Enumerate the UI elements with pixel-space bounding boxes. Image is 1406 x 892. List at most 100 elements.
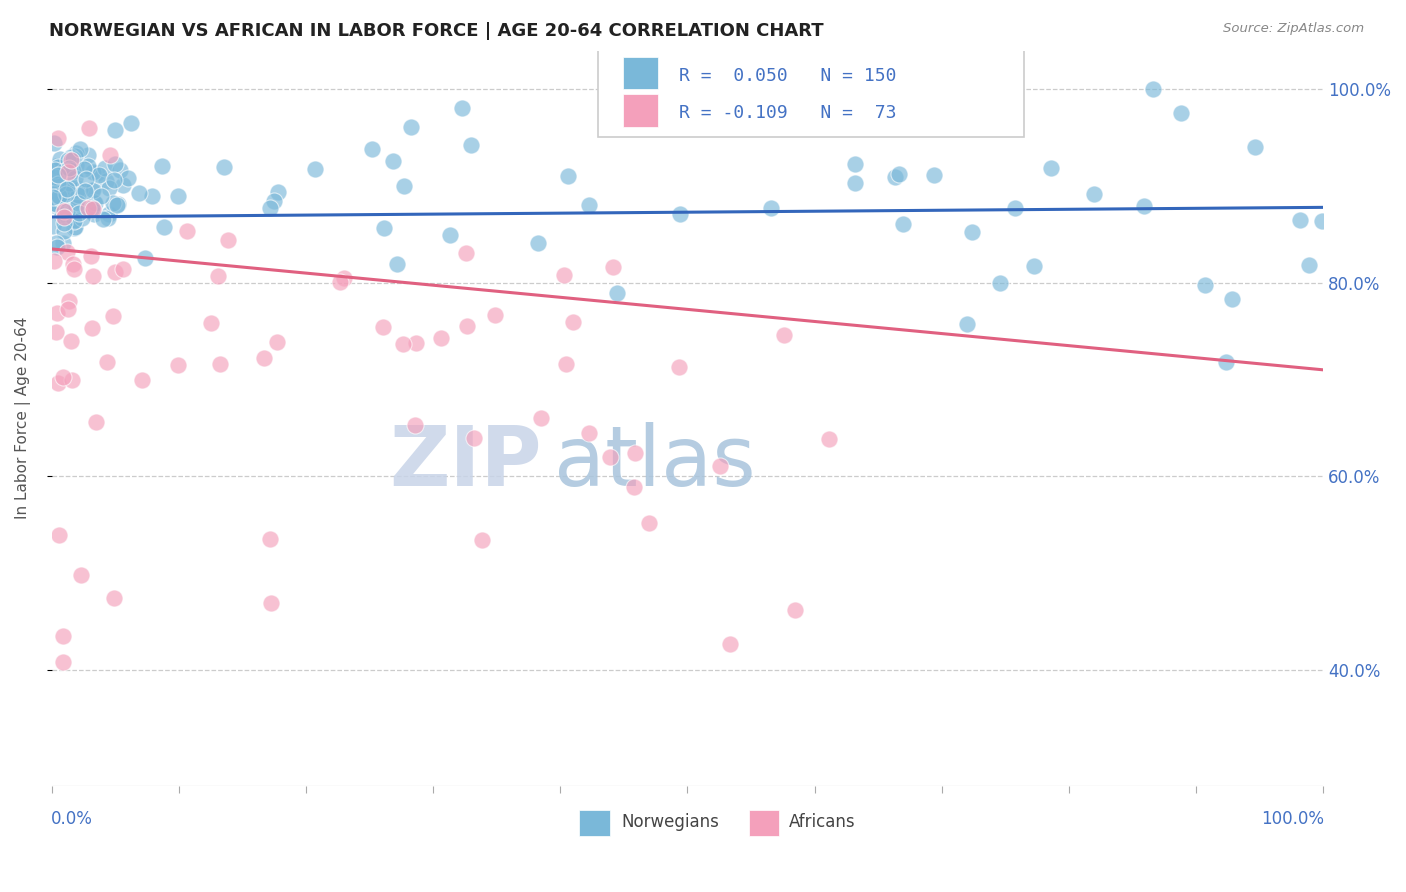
Point <box>884 169 907 184</box>
Point <box>131 373 153 387</box>
Point <box>69 181 91 195</box>
Point <box>51 208 73 222</box>
Text: R =  0.050   N = 150: R = 0.050 N = 150 <box>679 67 896 85</box>
Point <box>45 197 67 211</box>
Point <box>53 211 76 225</box>
Point <box>561 314 583 328</box>
Point <box>80 202 103 216</box>
Text: R = -0.109   N =  73: R = -0.109 N = 73 <box>679 104 896 122</box>
Point <box>1298 258 1320 272</box>
Point <box>53 181 76 195</box>
Point <box>553 268 575 283</box>
Point <box>98 207 121 221</box>
Point <box>62 152 84 166</box>
Point <box>955 317 977 331</box>
Point <box>818 432 841 446</box>
Point <box>58 161 80 176</box>
Point <box>44 169 66 184</box>
Point <box>209 358 232 372</box>
FancyBboxPatch shape <box>599 50 1025 136</box>
Text: 100.0%: 100.0% <box>1261 810 1324 828</box>
Point <box>266 334 288 349</box>
Point <box>200 316 222 330</box>
Point <box>329 275 352 289</box>
Point <box>82 202 104 217</box>
Point <box>67 187 90 202</box>
Point <box>46 131 69 145</box>
Point <box>111 178 134 193</box>
Point <box>46 306 69 320</box>
Point <box>844 157 866 171</box>
Point <box>887 167 910 181</box>
Point <box>554 357 576 371</box>
Text: 0.0%: 0.0% <box>51 810 93 828</box>
Point <box>1215 355 1237 369</box>
Point <box>42 219 65 233</box>
Point <box>46 168 69 182</box>
Point <box>638 516 661 530</box>
Point <box>599 450 621 464</box>
Point <box>96 355 118 369</box>
Point <box>75 171 97 186</box>
Point <box>80 321 103 335</box>
Point <box>73 185 96 199</box>
Point <box>988 276 1011 290</box>
Point <box>405 336 427 351</box>
Point <box>167 358 190 372</box>
Point <box>67 196 90 211</box>
Point <box>382 153 405 168</box>
Point <box>56 244 79 259</box>
Point <box>77 148 100 162</box>
Point <box>107 196 129 211</box>
Point <box>52 203 75 218</box>
Point <box>63 213 86 227</box>
Point <box>70 211 93 225</box>
Point <box>361 142 384 156</box>
Point <box>55 185 77 199</box>
Point <box>87 168 110 182</box>
Point <box>82 184 104 198</box>
Point <box>333 271 356 285</box>
Point <box>66 183 89 197</box>
Text: ZIP: ZIP <box>389 422 541 503</box>
Point <box>60 153 83 167</box>
Point <box>207 269 229 284</box>
Point <box>1288 212 1310 227</box>
Point <box>41 195 63 210</box>
Point <box>117 170 139 185</box>
Point <box>59 180 82 194</box>
Point <box>471 533 494 547</box>
Point <box>82 164 104 178</box>
Point <box>55 186 77 201</box>
Point <box>58 176 80 190</box>
Point <box>49 193 72 207</box>
Point <box>65 158 87 172</box>
Point <box>55 182 77 196</box>
Point <box>83 207 105 221</box>
Point <box>44 180 66 194</box>
Point <box>97 211 120 225</box>
Point <box>56 182 79 196</box>
Point <box>93 161 115 176</box>
Text: Norwegians: Norwegians <box>621 814 720 831</box>
Point <box>82 183 104 197</box>
Point <box>59 152 82 166</box>
Point <box>42 189 65 203</box>
Point <box>150 159 173 173</box>
Point <box>404 417 426 432</box>
Text: atlas: atlas <box>554 422 756 503</box>
Point <box>100 147 122 161</box>
Point <box>1039 161 1062 175</box>
Point <box>63 171 86 186</box>
Point <box>167 188 190 202</box>
Point <box>77 202 100 216</box>
Point <box>253 351 276 366</box>
Point <box>709 459 731 474</box>
Point <box>141 188 163 202</box>
Point <box>44 162 66 177</box>
Point <box>960 225 983 239</box>
Point <box>371 319 394 334</box>
Point <box>759 202 782 216</box>
FancyBboxPatch shape <box>623 95 658 127</box>
Point <box>530 410 553 425</box>
